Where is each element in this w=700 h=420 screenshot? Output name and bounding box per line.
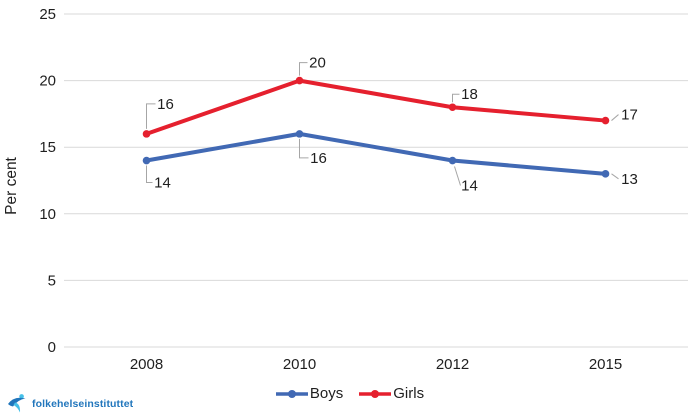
data-label-leader-girls-2008: [146, 103, 156, 129]
y-tick-label: 15: [39, 139, 56, 156]
data-label-boys-2015: 13: [621, 171, 638, 188]
data-label-leader-boys-2015: [611, 173, 619, 180]
data-point-girls-2015: [601, 116, 610, 125]
x-tick-label: 2008: [130, 356, 163, 373]
data-label-boys-2012: 14: [461, 178, 478, 195]
data-point-girls-2008: [142, 130, 151, 138]
y-axis-title: Per cent: [3, 156, 20, 214]
fhi-logo-icon: [8, 394, 26, 413]
data-label-leader-girls-2015: [611, 114, 619, 121]
fhi-logo-text: folkehelseinstituttet: [32, 397, 134, 410]
series-line-boys: [144, 131, 608, 176]
series-line-girls: [144, 78, 608, 136]
data-label-boys-2010: 16: [310, 150, 327, 167]
fhi-logo: folkehelseinstituttet: [7, 393, 133, 414]
x-tick-label: 2012: [436, 356, 469, 373]
y-tick-label: 25: [39, 6, 56, 23]
data-point-boys-2010: [295, 130, 304, 138]
data-point-girls-2010: [295, 76, 304, 85]
data-label-girls-2015: 17: [621, 107, 638, 124]
data-label-girls-2008: 16: [157, 96, 174, 113]
y-tick-label: 5: [48, 272, 56, 289]
data-label-boys-2008: 14: [154, 175, 171, 192]
y-tick-label: 10: [39, 206, 56, 223]
data-point-boys-2008: [142, 156, 151, 165]
y-tick-label: 0: [48, 339, 56, 356]
data-point-boys-2015: [601, 170, 610, 178]
data-label-girls-2010: 20: [309, 55, 326, 72]
x-tick-label: 2015: [589, 356, 622, 373]
data-label-leader-boys-2008: [146, 165, 153, 184]
data-label-leader-boys-2010: [299, 138, 309, 159]
x-tick-label: 2010: [283, 356, 316, 373]
data-label-girls-2012: 18: [461, 86, 478, 103]
y-tick-label: 20: [39, 73, 56, 90]
data-label-leader-boys-2012: [454, 166, 461, 186]
data-point-boys-2012: [448, 156, 457, 165]
data-label-leader-girls-2010: [299, 62, 308, 76]
data-label-leader-girls-2012: [452, 93, 460, 103]
data-point-girls-2012: [448, 103, 457, 112]
